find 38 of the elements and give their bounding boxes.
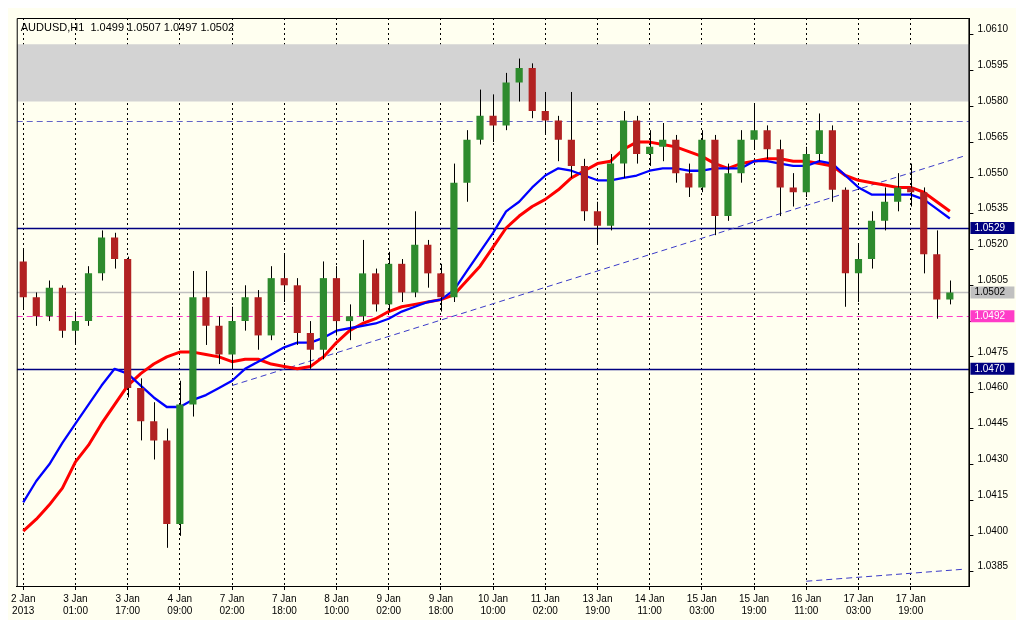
x-tick-label: 17 Jan 19:00 <box>895 592 926 616</box>
x-tick-label: 11 Jan 02:00 <box>530 592 560 616</box>
x-tick-label: 3 Jan 17:00 <box>115 592 141 616</box>
y-tick-label: 1.0565 <box>977 130 1009 142</box>
ref-line-label: 1.0492 <box>974 310 1006 322</box>
ref-line-label: 1.0529 <box>974 221 1006 233</box>
y-tick-label: 1.0430 <box>977 453 1009 465</box>
y-tick-label: 1.0415 <box>977 488 1009 500</box>
y-tick-label: 1.0535 <box>977 202 1009 214</box>
x-tick-label: 2 Jan 2013 <box>11 592 36 616</box>
x-tick-label: 15 Jan 19:00 <box>739 592 770 616</box>
x-tick-label: 9 Jan 02:00 <box>376 592 402 616</box>
y-tick-label: 1.0595 <box>977 59 1009 71</box>
x-tick-label: 7 Jan 02:00 <box>219 592 245 616</box>
y-tick-label: 1.0460 <box>977 381 1009 393</box>
x-tick-label: 17 Jan 03:00 <box>843 592 874 616</box>
x-tick-label: 16 Jan 11:00 <box>791 592 822 616</box>
x-tick-label: 3 Jan 01:00 <box>62 592 89 616</box>
y-tick-label: 1.0610 <box>977 23 1009 35</box>
ref-line-label: 1.0502 <box>974 286 1006 298</box>
x-tick-label: 13 Jan 19:00 <box>582 592 613 616</box>
x-tick-label: 9 Jan 18:00 <box>428 592 454 616</box>
y-tick-label: 1.0550 <box>977 166 1009 178</box>
y-tick-label: 1.0475 <box>977 345 1009 357</box>
chart-title: AUDUSD,H1 1.0499 1.0507 1.0497 1.0502 <box>20 20 235 33</box>
y-tick-label: 1.0445 <box>977 417 1009 429</box>
x-tick-label: 10 Jan 10:00 <box>478 592 509 616</box>
y-tick-label: 1.0385 <box>977 560 1009 572</box>
y-tick-label: 1.0580 <box>977 95 1009 107</box>
ref-line-label: 1.0470 <box>974 362 1006 374</box>
y-tick-label: 1.0520 <box>977 238 1009 250</box>
x-tick-label: 4 Jan 09:00 <box>167 592 193 616</box>
y-tick-label: 1.0400 <box>977 524 1009 536</box>
x-tick-label: 14 Jan 11:00 <box>634 592 665 616</box>
x-tick-label: 15 Jan 03:00 <box>686 592 717 616</box>
x-tick-label: 7 Jan 18:00 <box>271 592 298 616</box>
y-tick-label: 1.0505 <box>977 274 1009 286</box>
x-tick-label: 8 Jan 10:00 <box>323 592 350 616</box>
